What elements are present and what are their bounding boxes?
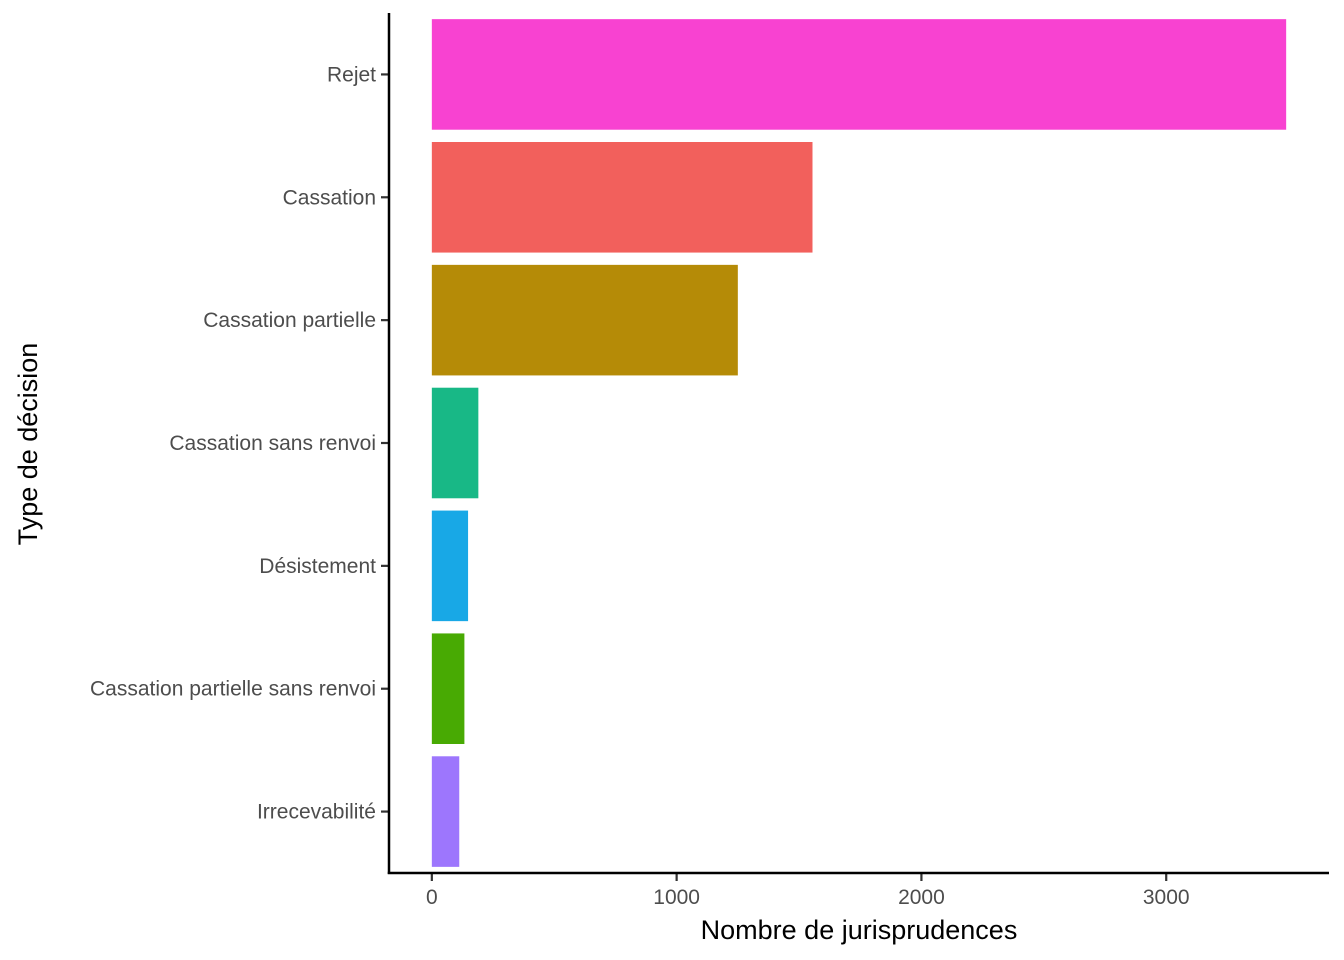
x-tick-label: 3000 (1143, 886, 1190, 909)
y-tick-label: Cassation partielle sans renvoi (90, 678, 376, 701)
y-tick-label: Cassation sans renvoi (169, 432, 376, 455)
bars (431, 19, 1287, 867)
bar-cassation-partielle-sans-renvoi (431, 633, 465, 744)
x-axis-title: Nombre de jurisprudences (701, 915, 1018, 945)
bar-cassation-partielle (431, 264, 738, 376)
bar-cassation-sans-renvoi (431, 387, 479, 499)
bar-cassation (431, 142, 813, 253)
x-tick-label: 1000 (653, 886, 700, 909)
y-tick-label: Cassation partielle (203, 309, 376, 332)
x-tick-label: 0 (426, 886, 438, 909)
bar-desistement (431, 510, 469, 622)
bar-rejet (431, 19, 1287, 130)
y-axis-title: Type de décision (13, 343, 43, 546)
bar-irrecevabilite (431, 756, 460, 867)
y-axis-ticks: Rejet Cassation Cassation partielle Cassati… (90, 63, 389, 824)
y-tick-label: Cassation (283, 186, 376, 209)
y-tick-label: Irrecevabilité (257, 801, 376, 824)
x-tick-label: 2000 (898, 886, 945, 909)
x-axis-ticks: 0 1000 2000 3000 (426, 873, 1190, 909)
y-tick-label: Désistement (259, 555, 376, 578)
y-tick-label: Rejet (327, 63, 376, 86)
